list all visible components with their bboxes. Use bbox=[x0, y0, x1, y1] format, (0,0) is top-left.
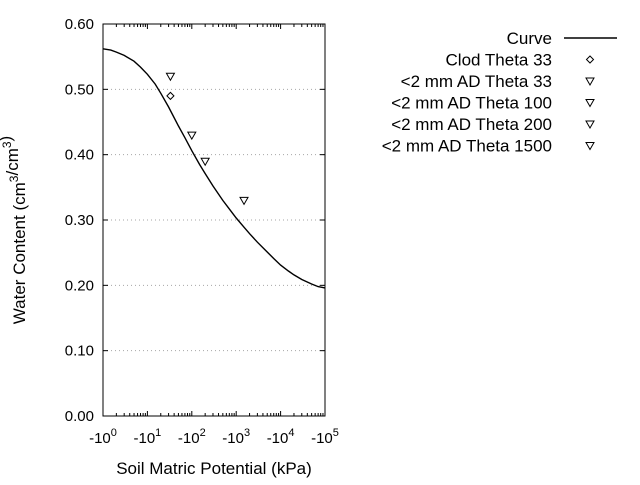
y-tick-label: 0.30 bbox=[65, 212, 94, 229]
x-axis-label: Soil Matric Potential (kPa) bbox=[116, 459, 312, 478]
x-tick-label: -100 bbox=[89, 427, 117, 447]
data-point bbox=[200, 157, 211, 167]
x-tick-label: -102 bbox=[178, 427, 206, 447]
legend-marker bbox=[585, 120, 595, 130]
y-tick-label: 0.00 bbox=[65, 408, 94, 425]
x-tick-label: -103 bbox=[222, 427, 250, 447]
y-tick-label: 0.60 bbox=[65, 16, 94, 33]
data-point bbox=[239, 196, 249, 206]
plot-frame bbox=[102, 23, 326, 417]
data-point bbox=[186, 131, 197, 141]
data-point bbox=[166, 91, 175, 101]
legend-label: <2 mm AD Theta 33 bbox=[401, 72, 552, 91]
y-axis-label: Water Content (cm3/cm3) bbox=[0, 136, 29, 324]
legend: Curve Clod Theta 33 <2 mm AD Theta 33 <2 mm… bbox=[382, 29, 617, 156]
ticks-layer: 0.00 0.10 0.20 0.30 0.40 0.50 0.60 -100 -101 -102… bbox=[65, 16, 339, 447]
legend-marker bbox=[585, 55, 595, 64]
legend-marker bbox=[585, 142, 595, 151]
legend-marker bbox=[585, 99, 595, 108]
y-tick-label: 0.40 bbox=[65, 147, 94, 164]
x-tick-label: -105 bbox=[311, 427, 339, 447]
y-tick-label: 0.10 bbox=[65, 343, 94, 360]
grid-layer bbox=[103, 88, 325, 352]
y-tick-label: 0.50 bbox=[65, 81, 94, 98]
legend-label: <2 mm AD Theta 200 bbox=[391, 115, 552, 134]
curve-line bbox=[102, 48, 326, 289]
x-tick-label: -101 bbox=[133, 427, 161, 447]
labels-layer: Soil Matric Potential (kPa) Water Conten… bbox=[0, 136, 312, 478]
x-tick-label: -104 bbox=[267, 427, 295, 447]
legend-marker bbox=[585, 77, 595, 87]
series-layer bbox=[102, 48, 326, 289]
legend-label: <2 mm AD Theta 100 bbox=[391, 94, 552, 113]
legend-label: Curve bbox=[507, 29, 552, 48]
legend-label: Clod Theta 33 bbox=[446, 51, 552, 70]
data-point bbox=[165, 72, 176, 82]
y-tick-label: 0.20 bbox=[65, 277, 94, 294]
legend-label: <2 mm AD Theta 1500 bbox=[382, 137, 552, 156]
